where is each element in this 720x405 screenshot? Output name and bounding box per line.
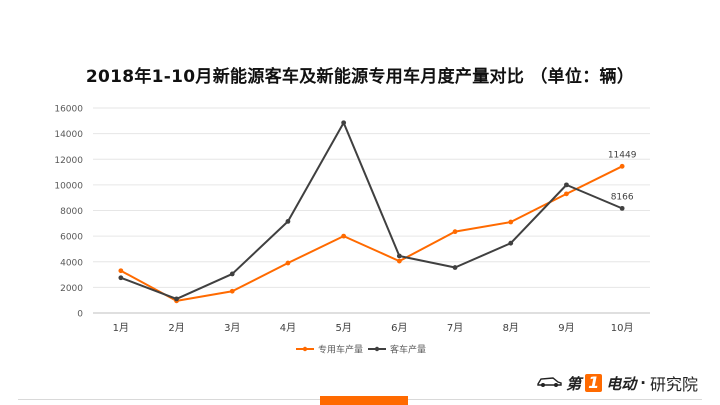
data-point [619, 205, 625, 211]
data-point [285, 218, 291, 224]
data-point [341, 233, 347, 239]
data-point [452, 229, 458, 235]
brand-unit: 研究院 [649, 375, 698, 394]
brand-prefix: 第 [566, 374, 582, 393]
data-point [174, 296, 179, 302]
car-icon [536, 374, 562, 392]
data-point [508, 240, 514, 246]
data-point [564, 182, 569, 188]
chart-title: 2018年1-10月新能源客车及新能源专用车月度产量对比 （单位：辆） [85, 67, 635, 87]
data-point [229, 271, 235, 277]
data-point [229, 288, 235, 294]
x-tick-label: 2月 [168, 322, 184, 334]
x-tick-label: 10月 [611, 322, 634, 334]
x-tick-label: 1月 [113, 322, 129, 334]
y-tick-label: 2000 [60, 284, 83, 294]
x-tick-label: 5月 [335, 322, 351, 334]
legend-marker [374, 346, 380, 352]
x-tick-label: 9月 [558, 322, 574, 334]
x-tick-label: 7月 [447, 322, 463, 334]
brand-logo: 第 1 电动 · 研究院 [536, 371, 698, 395]
data-point [396, 253, 402, 259]
footer-accent-bar [320, 396, 408, 405]
data-label: 8166 [611, 192, 634, 202]
y-tick-label: 0 [77, 310, 83, 320]
y-tick-label: 16000 [54, 105, 83, 115]
series-line-special-vehicle [120, 165, 623, 302]
data-point [118, 268, 124, 274]
x-tick-label: 4月 [280, 322, 296, 334]
x-tick-label: 6月 [391, 322, 407, 334]
legend-label: 客车产量 [390, 344, 426, 356]
data-label: 11449 [608, 150, 637, 160]
y-tick-label: 8000 [60, 207, 83, 217]
y-tick-label: 12000 [54, 156, 83, 166]
data-point [564, 191, 569, 197]
data-point [396, 258, 402, 264]
data-point [285, 260, 291, 266]
brand-separator: · [640, 374, 646, 392]
y-tick-label: 10000 [54, 181, 83, 191]
data-point [508, 219, 514, 225]
x-tick-label: 3月 [224, 322, 240, 334]
x-tick-label: 8月 [503, 322, 519, 334]
legend-marker [302, 346, 308, 352]
brand-number: 1 [585, 374, 603, 392]
y-tick-label: 14000 [54, 130, 83, 140]
brand-suffix: 电动 [606, 374, 637, 393]
data-point [452, 265, 458, 270]
series-line-bus [120, 121, 623, 300]
y-tick-label: 6000 [60, 233, 83, 243]
legend-label: 专用车产量 [318, 344, 363, 356]
data-point [619, 163, 625, 169]
data-point [118, 275, 124, 281]
data-point [341, 120, 347, 126]
y-tick-label: 4000 [60, 258, 83, 268]
